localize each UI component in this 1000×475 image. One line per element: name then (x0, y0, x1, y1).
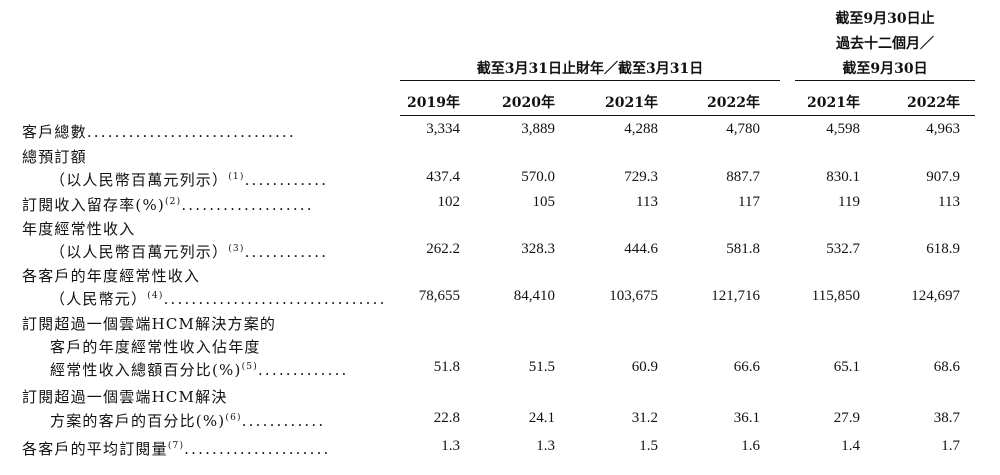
table-cell: 113 (938, 194, 960, 210)
table-cell: 78,655 (418, 288, 460, 304)
table-row-label: 經常性收入總額百分比(%)(5)............. (50, 361, 349, 379)
table-cell: 51.8 (433, 359, 460, 375)
table-row-label: 訂閱超過一個雲端HCM解決方案的 (22, 315, 277, 333)
table-cell: 113 (636, 194, 658, 210)
table-cell: 1.7 (941, 438, 960, 454)
table-cell: 31.2 (631, 410, 658, 426)
table-cell: 119 (838, 194, 860, 210)
year-header-ltm-2022: 2022年 (907, 95, 960, 111)
table-cell: 27.9 (833, 410, 860, 426)
table-cell: 3,889 (521, 121, 555, 137)
footnote-ref: (7) (167, 441, 185, 451)
table-cell: 121,716 (711, 288, 760, 304)
table-cell: 262.2 (426, 241, 460, 257)
table-row-label: 各客戶的年度經常性收入 (22, 267, 201, 285)
table-cell: 570.0 (521, 169, 555, 185)
table-cell: 66.6 (733, 359, 760, 375)
table-row-label: 總預訂額 (22, 148, 87, 166)
table-cell: 437.4 (426, 169, 460, 185)
table-cell: 4,288 (624, 121, 658, 137)
year-header-2020: 2020年 (502, 95, 555, 111)
ltm-group-header-line2: 過去十二個月／ (836, 36, 934, 52)
table-cell: 38.7 (933, 410, 960, 426)
table-cell: 4,780 (726, 121, 760, 137)
table-cell: 24.1 (528, 410, 555, 426)
table-cell: 103,675 (609, 288, 658, 304)
table-cell: 60.9 (631, 359, 658, 375)
table-cell: 105 (532, 194, 556, 210)
fiscal-year-group-header: 截至3月31日止財年／截至3月31日 (476, 61, 704, 77)
fiscal-year-group-rule (400, 80, 780, 81)
table-cell: 84,410 (513, 288, 555, 304)
table-cell: 36.1 (733, 410, 760, 426)
table-cell: 102 (437, 194, 461, 210)
table-row-label: 方案的客戶的百分比(%)(6)............ (50, 412, 326, 430)
table-cell: 907.9 (926, 169, 960, 185)
footnote-ref: (1) (228, 172, 245, 182)
table-cell: 618.9 (926, 241, 960, 257)
table-cell: 4,598 (826, 121, 860, 137)
table-row-label: （以人民幣百萬元列示）(1)............ (50, 171, 329, 189)
table-cell: 115,850 (811, 288, 860, 304)
table-row-label: 客戶總數.............................. (22, 123, 296, 141)
table-row-label: 各客戶的平均訂閱量(7)..................... (22, 440, 331, 458)
table-cell: 729.3 (624, 169, 658, 185)
year-header-2021: 2021年 (605, 95, 658, 111)
year-header-2019: 2019年 (407, 95, 460, 111)
table-cell: 1.6 (741, 438, 760, 454)
table-cell: 117 (738, 194, 760, 210)
table-row-label: 客戶的年度經常性收入佔年度 (50, 338, 261, 356)
table-cell: 1.4 (841, 438, 860, 454)
table-cell: 581.8 (726, 241, 760, 257)
table-cell: 532.7 (826, 241, 860, 257)
table-cell: 3,334 (426, 121, 460, 137)
footnote-ref: (2) (164, 197, 182, 207)
year-header-rule (400, 115, 975, 116)
year-header-ltm-2021: 2021年 (807, 95, 860, 111)
table-row-label: 年度經常性收入 (22, 220, 136, 238)
table-cell: 124,697 (911, 288, 960, 304)
table-cell: 830.1 (826, 169, 860, 185)
table-cell: 328.3 (521, 241, 555, 257)
table-cell: 68.6 (933, 359, 960, 375)
table-cell: 4,963 (926, 121, 960, 137)
footnote-ref: (3) (228, 244, 245, 254)
year-header-2022: 2022年 (707, 95, 760, 111)
table-cell: 887.7 (726, 169, 760, 185)
table-cell: 51.5 (528, 359, 555, 375)
table-cell: 1.5 (639, 438, 658, 454)
footnote-ref: (5) (241, 362, 258, 372)
table-row-label: （人民幣元）(4)...............................… (50, 290, 387, 308)
table-row-label: 訂閱收入留存率(%)(2)................... (22, 196, 314, 214)
table-cell: 1.3 (536, 438, 555, 454)
ltm-group-header-line1: 截至9月30日止 (835, 11, 935, 27)
ltm-group-header-line3: 截至9月30日 (842, 61, 928, 77)
table-row-label: 訂閱超過一個雲端HCM解決 (22, 388, 228, 406)
table-cell: 65.1 (833, 359, 860, 375)
ltm-group-rule (795, 80, 975, 81)
table-cell: 22.8 (433, 410, 460, 426)
table-cell: 444.6 (624, 241, 658, 257)
table-cell: 1.3 (441, 438, 460, 454)
table-row-label: （以人民幣百萬元列示）(3)............ (50, 243, 329, 261)
footnote-ref: (4) (147, 291, 164, 301)
footnote-ref: (6) (225, 413, 242, 423)
